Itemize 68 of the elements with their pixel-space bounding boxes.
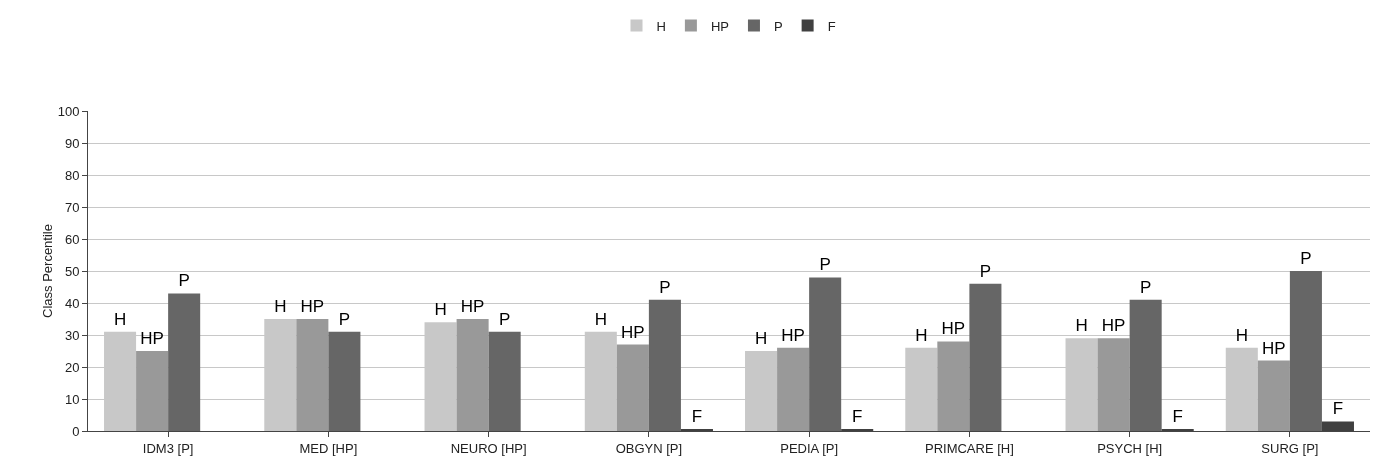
bar [328, 331, 361, 431]
y-tick-label: 70 [64, 199, 80, 215]
data-label: F [1332, 399, 1344, 419]
y-tick-label: 90 [64, 135, 80, 151]
data-label: P [178, 271, 190, 291]
data-label: HP [300, 297, 325, 316]
bar [616, 344, 649, 431]
y-tick-label: 20 [64, 359, 80, 375]
data-label: HP [621, 322, 645, 342]
y-tick-label: 30 [64, 327, 80, 343]
data-label: F [852, 407, 863, 426]
y-tick-label: 0 [72, 423, 80, 439]
x-tick-label: MED [HP] [299, 440, 358, 456]
y-axis-title: Class Percentile [40, 224, 55, 318]
x-tick-label: SURG [P] [1261, 440, 1319, 456]
legend-label: F [827, 18, 836, 34]
data-label: P [979, 261, 992, 281]
bar [1289, 271, 1322, 431]
y-tick-label: 60 [64, 231, 80, 247]
x-tick-label: NEURO [HP] [450, 440, 527, 456]
data-label: H [113, 309, 127, 329]
y-tick-label: 100 [57, 103, 80, 119]
bar [488, 331, 521, 431]
data-label: HP [460, 297, 485, 316]
bar [809, 277, 842, 431]
bar [296, 319, 329, 431]
bar [168, 293, 201, 431]
data-label: HP [1101, 316, 1126, 336]
bar [1097, 338, 1130, 431]
legend-label: H [656, 18, 666, 34]
bar [1257, 360, 1290, 431]
data-label: P [1139, 277, 1152, 297]
x-tick-label: OBGYN [P] [615, 440, 683, 456]
data-label: H [434, 300, 447, 320]
legend-label: HP [710, 18, 729, 34]
bar [648, 299, 681, 431]
y-tick-label: 10 [64, 391, 80, 407]
data-label: H [1075, 316, 1088, 336]
y-tick-label: 50 [64, 263, 80, 279]
data-label: P [659, 277, 671, 297]
bar [456, 319, 489, 431]
data-label: HP [941, 319, 966, 339]
x-tick-label: IDM3 [P] [142, 440, 194, 456]
x-tick-label: PSYCH [H] [1097, 440, 1163, 456]
data-label: F [1172, 407, 1183, 426]
data-label: HP [781, 325, 805, 345]
bar [777, 347, 810, 431]
bar [136, 351, 169, 431]
bar [969, 283, 1002, 431]
bar [937, 341, 970, 431]
data-label: H [754, 329, 768, 348]
data-label: P [819, 255, 831, 275]
legend-label: P [773, 18, 783, 34]
data-label: F [691, 407, 703, 426]
x-tick-label: PEDIA [P] [780, 440, 839, 456]
x-tick-label: PRIMCARE [H] [924, 440, 1014, 456]
data-label: H [1235, 325, 1248, 345]
data-label: P [498, 309, 511, 329]
bar [1129, 299, 1162, 431]
y-tick-label: 40 [64, 295, 80, 311]
y-tick-label: 80 [64, 167, 80, 183]
data-label: P [1300, 249, 1312, 268]
data-label: H [915, 325, 928, 345]
data-label: H [594, 309, 607, 329]
data-label: HP [1262, 338, 1286, 358]
data-label: HP [140, 329, 164, 348]
data-label: H [274, 297, 287, 316]
data-label: P [338, 309, 351, 329]
